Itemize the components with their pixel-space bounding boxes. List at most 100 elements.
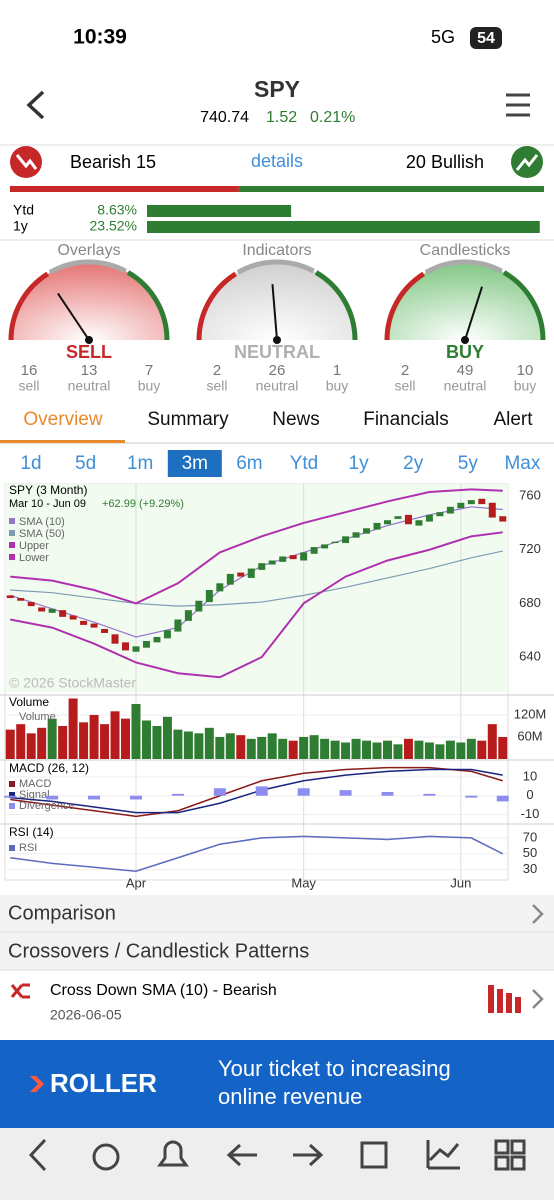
range[interactable]: 2y (403, 453, 424, 474)
divergence-bar (423, 793, 436, 796)
bullish-label: 20 Bullish (406, 152, 484, 172)
candle (101, 628, 109, 633)
range[interactable]: 5y (458, 453, 479, 474)
volume-bar (236, 735, 246, 759)
volume-bar (487, 724, 497, 759)
y-tick-label: -10 (521, 806, 540, 821)
tab[interactable]: Overview (23, 409, 102, 430)
count-label: buy (138, 378, 161, 394)
candle (394, 516, 402, 519)
volume-bar (47, 718, 57, 759)
toolbar-left[interactable] (226, 1143, 257, 1167)
volume-bar (152, 725, 162, 759)
range[interactable]: 3m (182, 453, 208, 474)
candle (352, 532, 360, 538)
legend-label: Signal (19, 789, 50, 801)
range[interactable]: 1m (127, 453, 153, 474)
tab[interactable]: Financials (363, 409, 449, 430)
gauge-face (387, 262, 543, 340)
candle (310, 547, 318, 554)
battery-level: 54 (477, 30, 495, 47)
toolbar (0, 1128, 554, 1200)
volume-bar (131, 703, 141, 759)
volume-bar (362, 740, 372, 759)
toolbar-layout[interactable] (494, 1139, 526, 1171)
range[interactable]: 5d (75, 453, 96, 474)
candle (363, 528, 371, 534)
ad-banner[interactable] (0, 1040, 554, 1128)
divergence-bar (129, 795, 142, 800)
volume-bar (372, 742, 382, 759)
candle (373, 522, 381, 530)
y-tick-label: 70 (523, 829, 537, 844)
toolbar-alert[interactable] (157, 1140, 189, 1167)
ad-brand: ROLLER (50, 1068, 157, 1098)
volume-bar (403, 738, 413, 759)
candle (90, 623, 98, 628)
y-tick-label: 120M (514, 706, 547, 721)
toolbar-back[interactable] (28, 1138, 47, 1172)
range[interactable]: Ytd (290, 453, 319, 474)
candle (321, 544, 329, 549)
perf-value: 23.52% (90, 218, 137, 234)
volume-bar (37, 727, 47, 759)
range[interactable]: 6m (236, 453, 262, 474)
tab-underline (0, 440, 125, 443)
volume-bar (110, 711, 120, 759)
range[interactable]: Max (504, 453, 540, 474)
gauge-arc (424, 259, 503, 275)
tab[interactable]: News (272, 409, 320, 430)
count: 16 (21, 362, 38, 379)
indicator-line (10, 766, 503, 818)
volume-bar (445, 740, 455, 759)
candle (216, 583, 224, 592)
legend-label: Upper (19, 540, 49, 552)
divergence-bar (213, 788, 226, 796)
toolbar-chart[interactable] (426, 1140, 460, 1170)
candle (289, 555, 297, 560)
divergence-bar (4, 795, 17, 798)
count-label: sell (206, 378, 227, 394)
volume-bar (100, 724, 110, 759)
legend-label: SMA (10) (19, 516, 65, 528)
volume-bar (477, 740, 487, 759)
candle (195, 600, 203, 612)
count-label: neutral (256, 378, 299, 394)
divergence-bar (339, 790, 352, 796)
network: 5G (431, 27, 455, 47)
volume-bar (16, 724, 26, 759)
volume-bar (498, 736, 508, 759)
candle (17, 598, 25, 601)
volume-bar (278, 738, 288, 759)
toolbar-right[interactable] (293, 1143, 324, 1167)
gauge-title: Indicators (242, 242, 311, 259)
legend-swatch (9, 845, 15, 851)
y-tick-label: 680 (519, 595, 541, 610)
x-tick-label: Apr (126, 875, 147, 890)
comparison-row[interactable]: Comparison (8, 902, 116, 924)
range[interactable]: 1y (349, 453, 370, 474)
details-link[interactable]: details (251, 151, 303, 171)
candle (226, 573, 234, 585)
pattern-title[interactable]: Cross Down SMA (10) - Bearish (50, 982, 277, 999)
count: 7 (145, 362, 153, 379)
battery (470, 27, 502, 49)
range[interactable]: 1d (20, 453, 41, 474)
tab[interactable]: Alert (493, 409, 533, 430)
candle (38, 607, 46, 612)
gauge-hub (273, 336, 281, 344)
volume-bar (58, 725, 68, 759)
y-tick-label: 10 (523, 768, 537, 783)
back-button[interactable] (26, 90, 45, 120)
candle (247, 568, 255, 578)
toolbar-edit[interactable] (360, 1141, 388, 1169)
chevron (532, 989, 544, 1009)
menu-button[interactable] (506, 93, 530, 117)
divergence-bar (496, 795, 509, 802)
candle (268, 560, 276, 565)
count: 10 (517, 362, 534, 379)
volume-bar (288, 740, 298, 759)
tab[interactable]: Summary (147, 409, 229, 430)
toolbar-timer[interactable] (92, 1143, 120, 1171)
